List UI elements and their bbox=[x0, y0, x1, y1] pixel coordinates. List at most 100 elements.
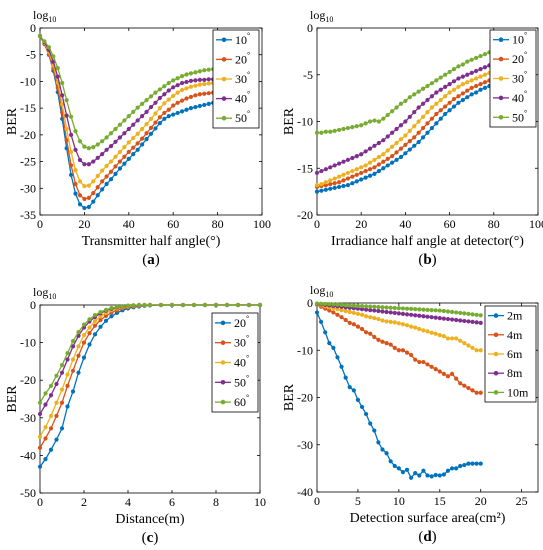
y-axis-label: BER bbox=[282, 107, 297, 135]
data-point bbox=[92, 323, 98, 328]
data-point bbox=[179, 109, 185, 114]
data-point bbox=[400, 306, 406, 311]
data-point bbox=[188, 78, 194, 83]
data-point bbox=[131, 145, 136, 150]
data-point bbox=[331, 345, 336, 350]
data-point bbox=[142, 302, 147, 308]
y-tick-label: -5 bbox=[303, 68, 313, 82]
data-point bbox=[478, 348, 483, 353]
data-point bbox=[385, 148, 390, 153]
data-point bbox=[454, 336, 459, 341]
series-30 bbox=[37, 33, 220, 189]
data-point bbox=[86, 162, 91, 167]
data-point bbox=[454, 466, 459, 471]
data-point bbox=[202, 91, 207, 96]
data-point bbox=[125, 303, 131, 308]
x-tick-label: 20 bbox=[475, 494, 487, 508]
data-point bbox=[403, 98, 408, 104]
data-point bbox=[64, 98, 69, 103]
data-point bbox=[416, 105, 421, 110]
data-point bbox=[59, 387, 65, 392]
data-point bbox=[184, 79, 189, 85]
data-point bbox=[392, 310, 397, 316]
data-point bbox=[81, 322, 87, 327]
data-point bbox=[59, 426, 65, 431]
data-point bbox=[235, 302, 241, 308]
data-point bbox=[188, 71, 194, 76]
data-point bbox=[392, 463, 397, 469]
x-tick-label: 5 bbox=[355, 494, 361, 508]
legend-swatch-marker bbox=[220, 320, 226, 326]
y-tick-label: -15 bbox=[297, 161, 313, 175]
data-point bbox=[92, 319, 98, 324]
data-point bbox=[409, 352, 414, 358]
y-tick-label: -20 bbox=[297, 208, 313, 222]
data-point bbox=[466, 461, 471, 466]
data-point bbox=[37, 464, 43, 469]
legend-label: 10m bbox=[507, 385, 529, 399]
data-point bbox=[213, 302, 219, 308]
data-point bbox=[437, 369, 442, 374]
data-point bbox=[157, 87, 162, 92]
data-point bbox=[372, 143, 377, 148]
data-point bbox=[337, 161, 342, 166]
data-point bbox=[413, 325, 418, 330]
data-point bbox=[385, 112, 390, 118]
data-point bbox=[108, 177, 114, 182]
series-line bbox=[39, 35, 218, 187]
data-point bbox=[396, 311, 401, 316]
data-point bbox=[65, 357, 70, 362]
data-point bbox=[202, 77, 207, 82]
data-point bbox=[77, 139, 83, 144]
data-point bbox=[469, 92, 474, 97]
data-point bbox=[460, 91, 465, 96]
data-point bbox=[469, 78, 474, 83]
x-tick-label: 2 bbox=[81, 495, 87, 509]
data-point bbox=[339, 307, 344, 313]
data-point bbox=[456, 64, 461, 69]
data-point bbox=[394, 150, 399, 155]
data-point bbox=[319, 182, 324, 187]
data-point bbox=[82, 205, 87, 211]
data-point bbox=[87, 331, 92, 336]
data-point bbox=[437, 473, 442, 478]
data-point bbox=[166, 107, 171, 112]
x-axis-label: Detection surface area(cm²) bbox=[350, 511, 506, 526]
data-point bbox=[92, 332, 98, 337]
data-point bbox=[117, 149, 123, 155]
data-point bbox=[413, 307, 418, 312]
data-point bbox=[368, 307, 373, 313]
data-point bbox=[350, 168, 355, 174]
data-point bbox=[355, 311, 361, 316]
data-point bbox=[193, 83, 198, 88]
data-point bbox=[335, 302, 340, 307]
legend-label: 20° bbox=[235, 50, 250, 66]
panel-b: 020406080100-20-15-10-50log10BERIrradian… bbox=[282, 8, 543, 268]
data-point bbox=[441, 333, 446, 339]
data-point bbox=[456, 76, 461, 81]
x-tick-label: 20 bbox=[355, 217, 367, 231]
data-point bbox=[478, 67, 483, 72]
data-point bbox=[478, 461, 483, 466]
data-point bbox=[359, 303, 365, 309]
legend-swatch-marker bbox=[493, 332, 499, 338]
data-point bbox=[372, 334, 377, 340]
data-point bbox=[394, 105, 399, 110]
legend-swatch-marker bbox=[221, 57, 227, 62]
data-point bbox=[447, 82, 452, 87]
series-line bbox=[316, 77, 495, 188]
data-point bbox=[478, 74, 483, 79]
data-point bbox=[64, 126, 69, 132]
data-point bbox=[171, 93, 176, 98]
data-point bbox=[458, 463, 463, 469]
data-point bbox=[417, 359, 422, 365]
x-tick-label: 8 bbox=[213, 495, 219, 509]
y-tick-label: 0 bbox=[30, 298, 36, 312]
data-point bbox=[438, 108, 443, 113]
data-point bbox=[372, 308, 377, 313]
data-point bbox=[396, 306, 401, 311]
data-point bbox=[59, 370, 65, 375]
data-point bbox=[77, 193, 83, 198]
data-point bbox=[184, 86, 189, 91]
